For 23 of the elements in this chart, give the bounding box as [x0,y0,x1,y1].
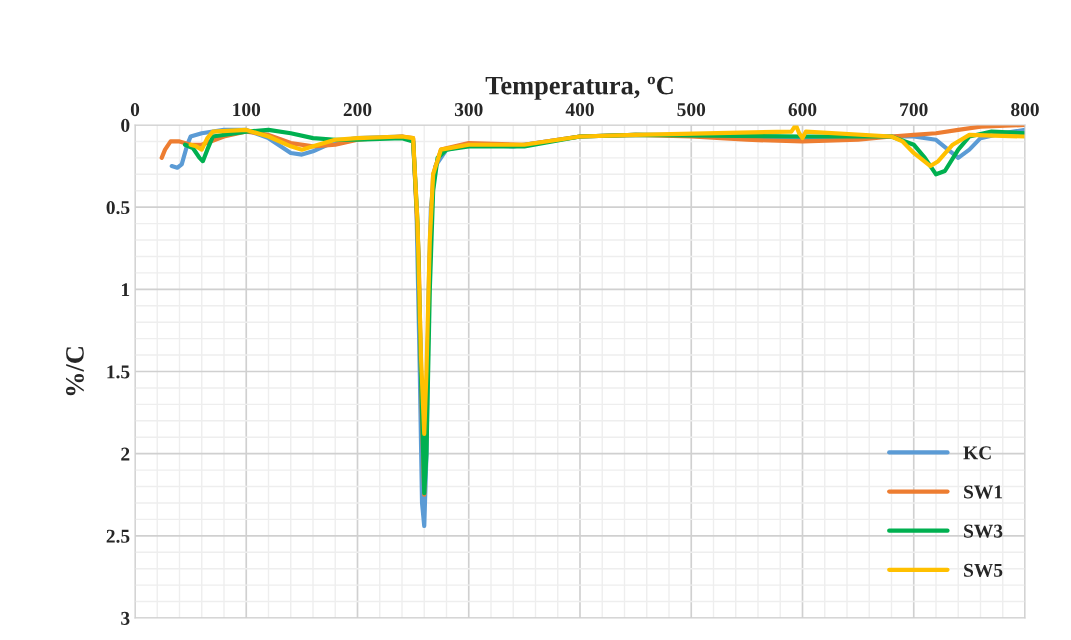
x-tick-label: 100 [233,103,261,117]
x-tick-label: 500 [677,103,706,117]
x-axis-title: Temperatura, ºC [485,76,673,100]
y-tick-label: 3 [121,611,130,625]
x-tick-label: 600 [788,103,817,117]
y-tick-label: 0.5 [106,200,130,215]
y-tick-label: 1 [121,283,130,297]
line-series [188,125,1025,437]
y-tick-label: 0 [121,118,130,132]
y-tick-label: 2.5 [106,529,130,543]
legend-label: SW3 [964,524,1003,538]
x-tick-label: 300 [454,103,483,117]
x-tick-label: 200 [343,103,372,117]
x-tick-label: 0 [130,103,140,117]
x-tick-label: 800 [1011,103,1039,117]
y-tick-label: 2 [121,447,130,461]
x-tick-label: 400 [565,103,594,117]
x-tick-label: 700 [900,103,928,117]
legend-label: KC [963,446,991,460]
legend-label: SW1 [964,485,1003,499]
y-axis-title: %/C [66,347,84,396]
legend-label: SW5 [964,563,1003,577]
y-tick-label: 1.5 [107,365,130,379]
